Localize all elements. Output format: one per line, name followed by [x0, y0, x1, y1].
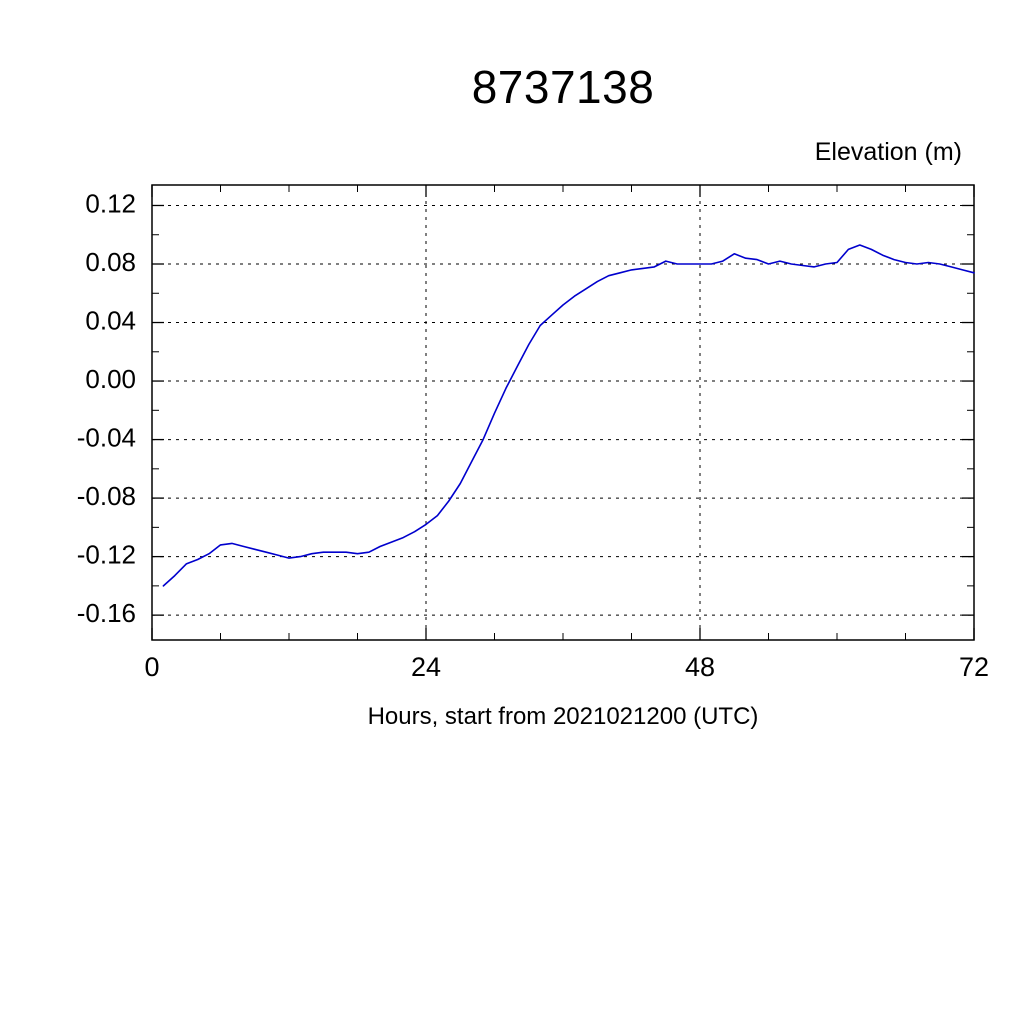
elevation-series-line	[162, 244, 975, 587]
y-tick-label: 0.08	[85, 247, 136, 277]
chart-title: 8737138	[471, 61, 655, 113]
x-tick-label: 0	[144, 652, 159, 682]
y-tick-label: 0.00	[85, 364, 136, 394]
y-axis-title: Elevation (m)	[814, 138, 962, 166]
y-tick-label: 0.12	[85, 188, 136, 218]
y-tick-label: -0.08	[77, 481, 136, 511]
y-tick-label: 0.04	[85, 305, 136, 335]
y-tick-label: -0.12	[77, 539, 136, 569]
plot-border	[151, 184, 975, 641]
x-tick-label: 48	[685, 652, 715, 682]
x-tick-label: 72	[959, 652, 989, 682]
x-axis-title: Hours, start from 2021021200 (UTC)	[367, 703, 759, 730]
y-tick-label: -0.04	[77, 422, 136, 452]
y-tick-label: -0.16	[77, 598, 136, 628]
x-tick-label: 24	[411, 652, 441, 682]
